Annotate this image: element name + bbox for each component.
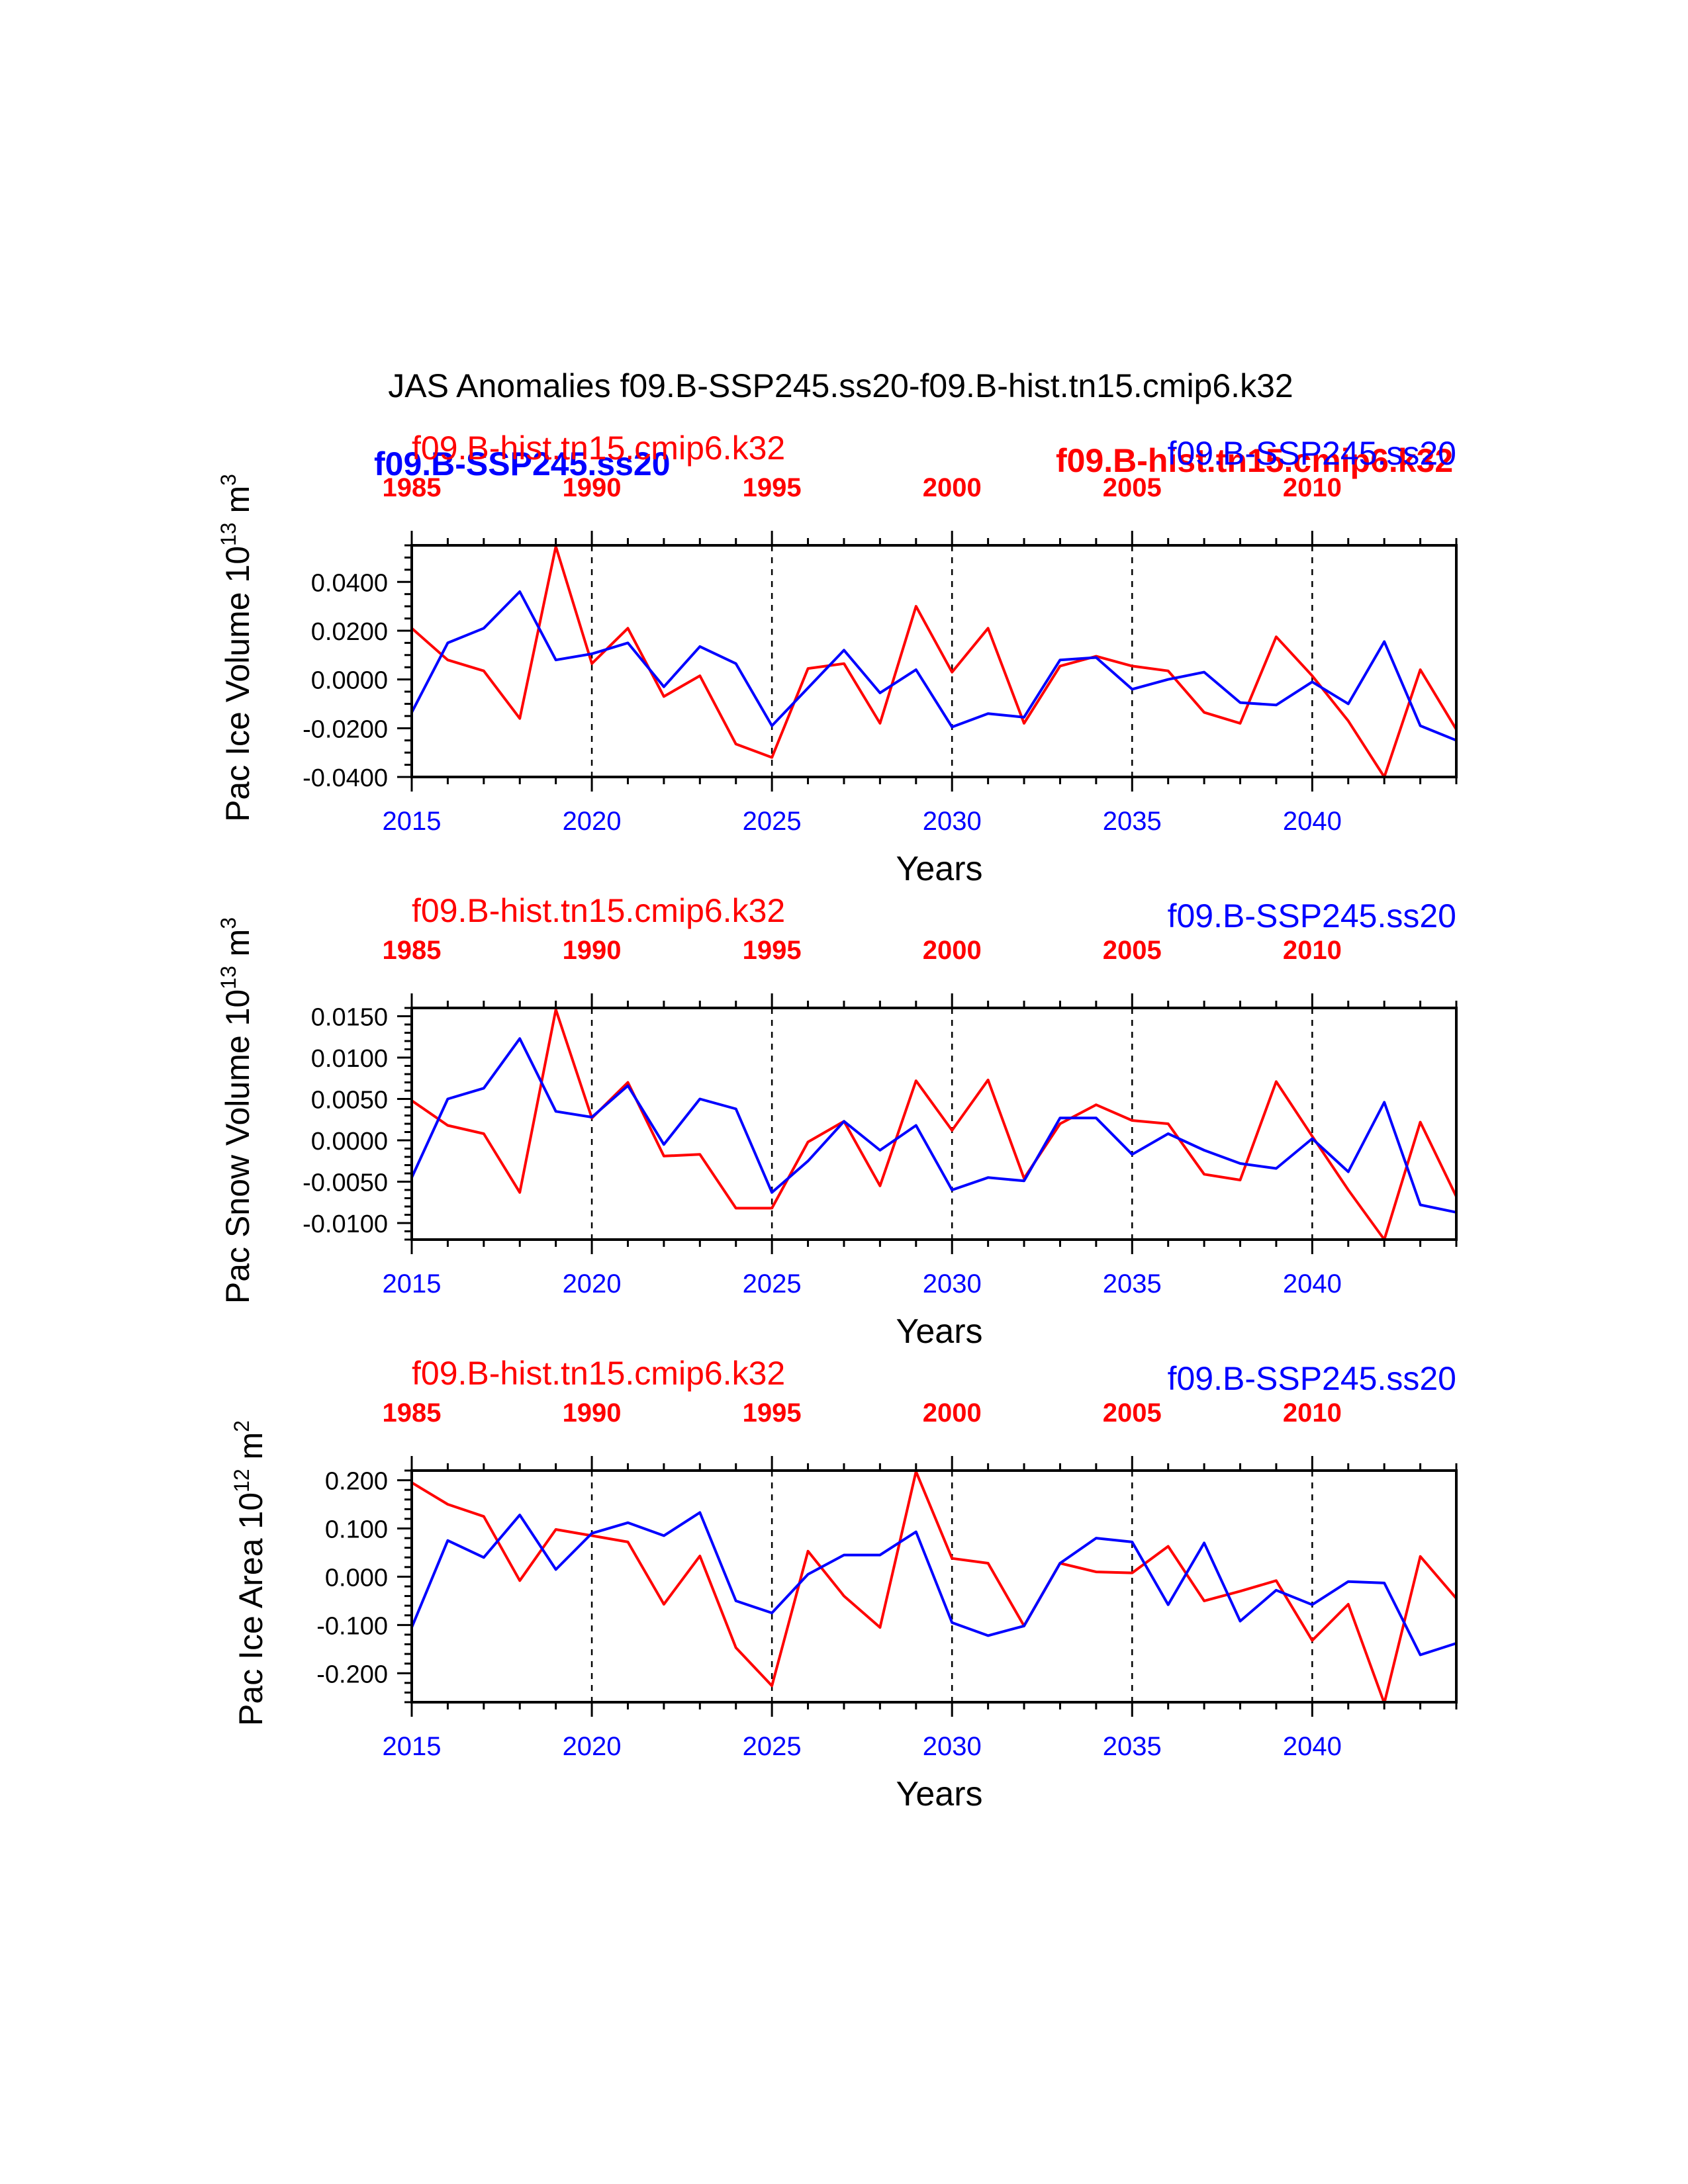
y-tick-label: 0.0400 [311,569,388,597]
x-top-tick-label: 1995 [743,1398,802,1428]
x-top-tick-label: 2005 [1103,473,1162,502]
x-tick-label: 2035 [1103,1269,1162,1298]
y-tick-label: -0.0050 [303,1169,388,1197]
panel-2 [397,993,1458,1254]
x-top-tick-label: 2000 [923,473,982,502]
series-line [410,545,1458,778]
y-tick-label: 0.100 [325,1516,388,1544]
x-top-tick-label: 1985 [383,473,442,502]
x-tick-label: 2025 [743,1732,802,1761]
overlay-hist-label: f09.B-hist.tn15.cmip6.k32 [1056,442,1453,479]
y-tick-label: 0.0000 [311,667,388,695]
panel-1 [397,531,1458,792]
y-tick-label: -0.200 [316,1661,388,1688]
x-axis-label: Years [896,1775,982,1813]
y-tick-label: 0.0000 [311,1128,388,1156]
series-line [410,1037,1457,1214]
ssp-dataset-label: f09.B-SSP245.ss20 [1168,897,1456,934]
x-top-tick-label: 1990 [563,473,622,502]
x-tick-label: 2015 [383,1269,442,1298]
x-axis-label: Years [896,1312,982,1351]
ssp-dataset-label: f09.B-SSP245.ss20 [1168,1360,1456,1397]
x-tick-label: 2030 [923,1732,982,1761]
x-tick-label: 2035 [1103,807,1162,836]
y-tick-label: 0.200 [325,1468,388,1496]
y-tick-label: -0.0100 [303,1210,388,1238]
x-tick-label: 2030 [923,1269,982,1298]
y-tick-label: -0.0400 [303,764,388,792]
x-tick-label: 2025 [743,1269,802,1298]
y-tick-label: 0.0150 [311,1004,388,1032]
x-top-tick-label: 2010 [1283,473,1342,502]
plot-frame [410,1007,1458,1241]
x-tick-label: 2020 [563,1732,622,1761]
x-top-tick-label: 1990 [563,1398,622,1428]
y-tick-label: 0.0100 [311,1045,388,1073]
series-line [410,590,1457,742]
overlay-ssp-label: f09.B-SSP245.ss20 [374,445,671,482]
panel-3 [397,1456,1458,1717]
x-top-tick-label: 2010 [1283,1398,1342,1428]
y-tick-label: 0.000 [325,1564,388,1592]
y-axis-label: Pac Ice Volume 1013 m3 [216,474,256,822]
y-axis-label: Pac Ice Area 1012 m2 [230,1420,269,1726]
x-top-tick-label: 1985 [383,936,442,965]
y-tick-label: -0.100 [316,1612,388,1640]
x-axis-label: Years [896,850,982,888]
series-line [410,1511,1457,1657]
series-line [410,1008,1458,1241]
x-top-tick-label: 1995 [743,936,802,965]
x-top-tick-label: 1990 [563,936,622,965]
figure-title: JAS Anomalies f09.B-SSP245.ss20-f09.B-hi… [388,367,1293,404]
x-tick-label: 2040 [1283,1732,1342,1761]
hist-dataset-label: f09.B-hist.tn15.cmip6.k32 [412,430,785,467]
hist-dataset-label: f09.B-hist.tn15.cmip6.k32 [412,892,785,929]
x-tick-label: 2035 [1103,1732,1162,1761]
y-tick-label: 0.0050 [311,1087,388,1115]
x-tick-label: 2015 [383,1732,442,1761]
y-tick-label: -0.0200 [303,715,388,743]
x-top-tick-label: 2005 [1103,1398,1162,1428]
x-tick-label: 2020 [563,807,622,836]
x-top-tick-label: 2010 [1283,936,1342,965]
plot-frame [410,1469,1458,1704]
y-axis-label: Pac Snow Volume 1013 m3 [216,917,256,1304]
x-tick-label: 2025 [743,807,802,836]
x-top-tick-label: 2000 [923,1398,982,1428]
x-top-tick-label: 2005 [1103,936,1162,965]
hist-dataset-label: f09.B-hist.tn15.cmip6.k32 [412,1355,785,1392]
x-tick-label: 2030 [923,807,982,836]
plot-frame [410,544,1458,778]
x-top-tick-label: 2000 [923,936,982,965]
x-top-tick-label: 1995 [743,473,802,502]
panels: -0.0400 -0.0200 0.0000 0.0200 0.0400 Pac Ice … [216,430,1458,1813]
x-tick-label: 2040 [1283,807,1342,836]
series-line [410,1470,1458,1705]
x-top-tick-label: 1985 [383,1398,442,1428]
x-tick-label: 2040 [1283,1269,1342,1298]
y-tick-label: 0.0200 [311,618,388,646]
x-tick-label: 2020 [563,1269,622,1298]
ssp-dataset-label: f09.B-SSP245.ss20 [1168,435,1456,472]
x-tick-label: 2015 [383,807,442,836]
